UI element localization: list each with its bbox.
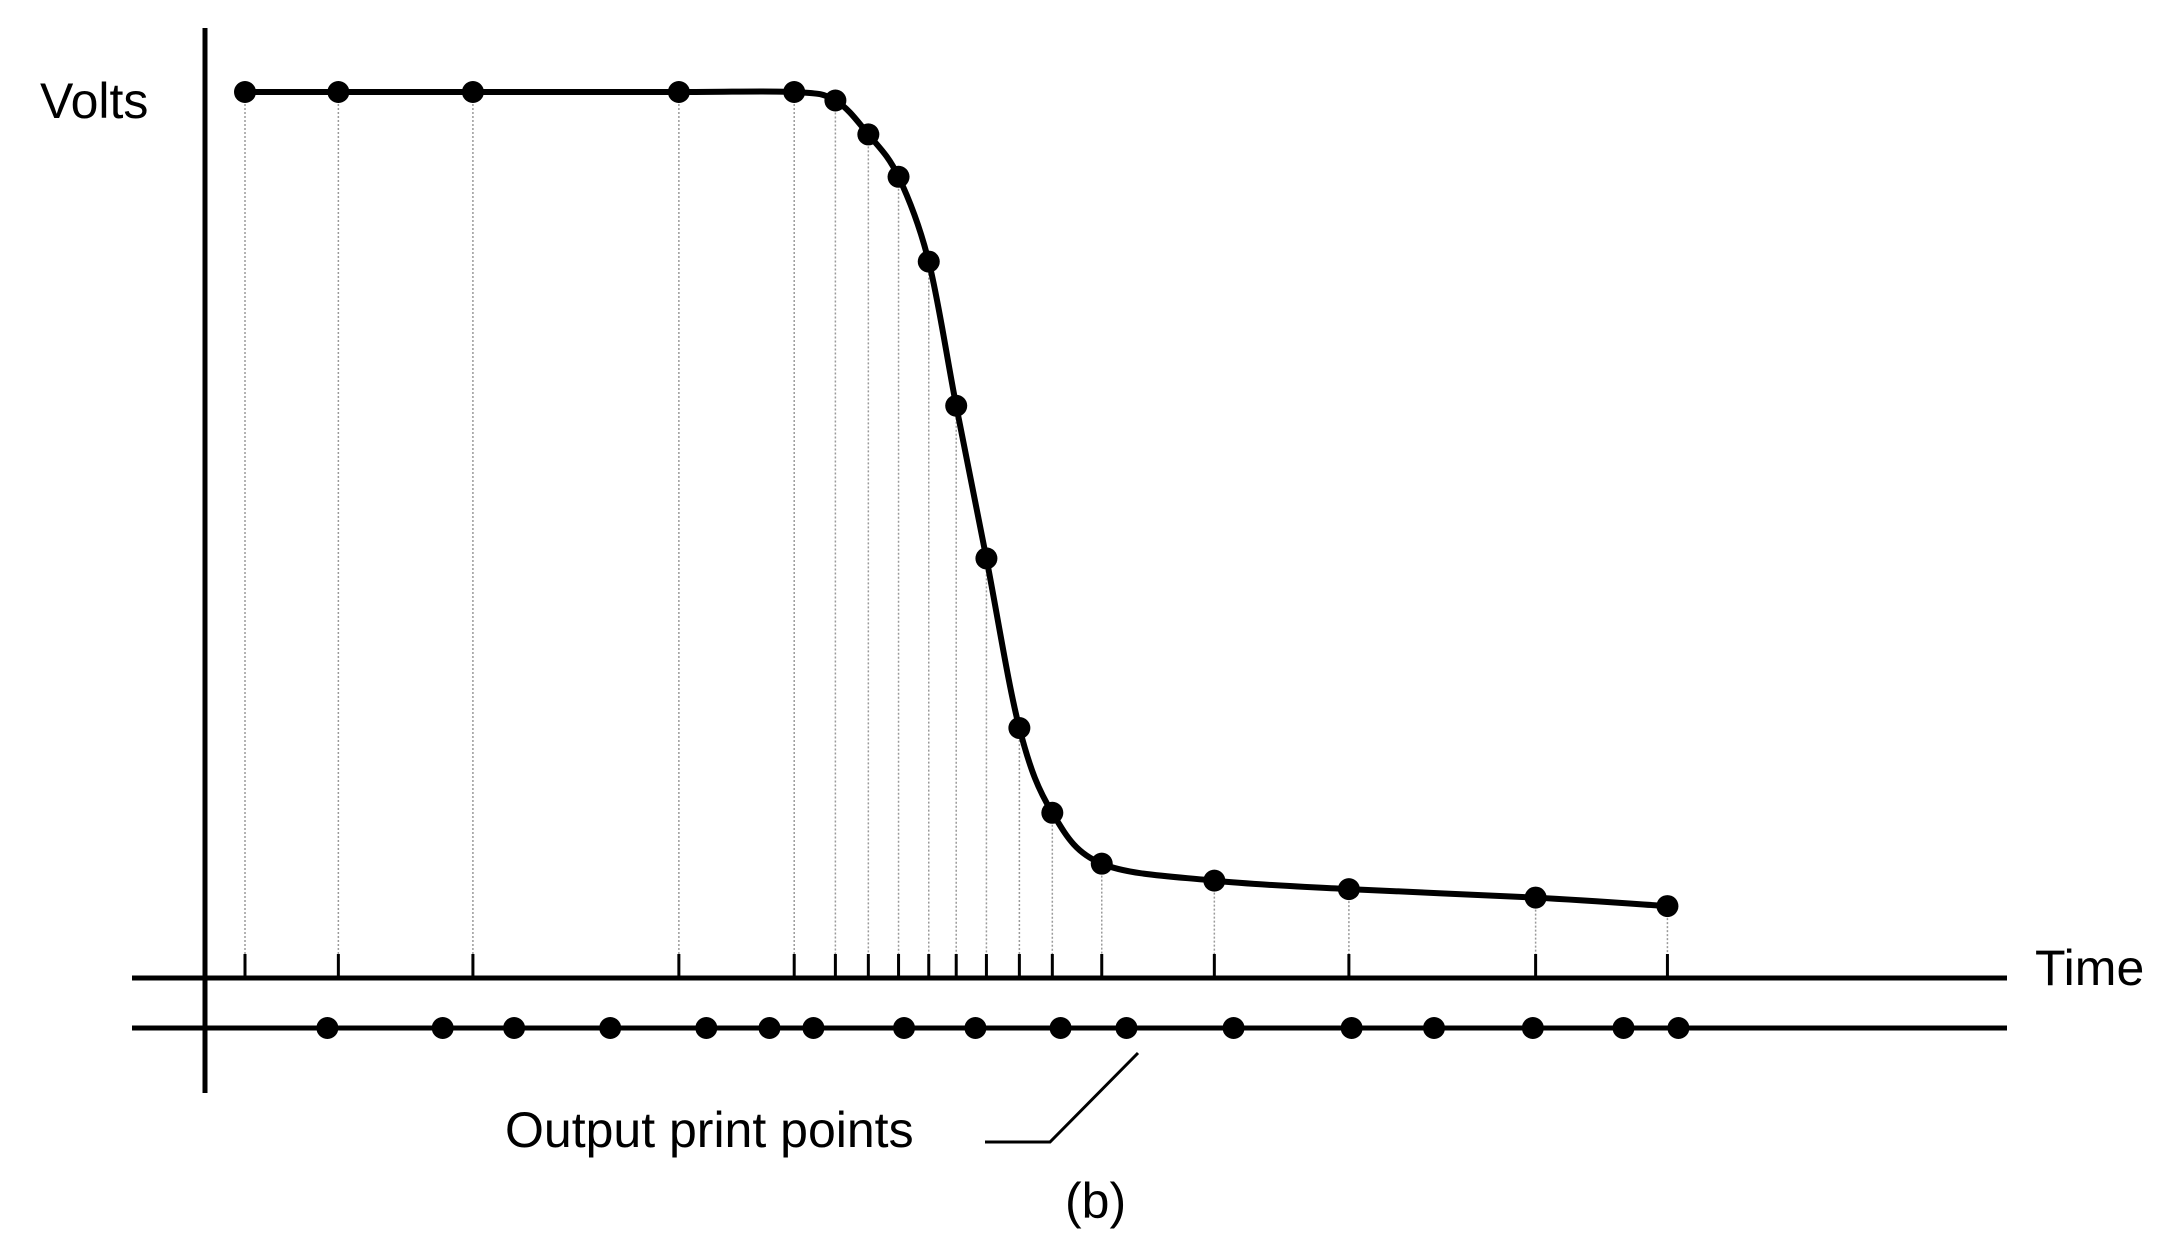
sample-point [975, 547, 998, 570]
callout-leader [985, 1051, 1140, 1144]
print-point [1612, 1017, 1635, 1039]
print-point [316, 1017, 339, 1039]
sample-point [917, 250, 940, 273]
print-point [1521, 1017, 1544, 1039]
sample-point [667, 81, 690, 103]
sample-point [1656, 895, 1679, 918]
print-point [503, 1017, 526, 1039]
print-point [802, 1017, 825, 1039]
sample-ticks [243, 954, 1669, 978]
sample-point [824, 89, 847, 112]
sample-point [945, 394, 968, 417]
sample-point [1203, 869, 1226, 892]
print-point [964, 1017, 987, 1039]
sample-point [327, 81, 350, 103]
callout-label: Output print points [505, 1102, 914, 1158]
print-point [758, 1017, 781, 1039]
sample-point [461, 81, 484, 103]
print-point [1340, 1017, 1363, 1039]
sample-point [234, 81, 256, 103]
print-point [431, 1017, 454, 1039]
sample-guides [244, 92, 1669, 978]
sample-point [1090, 852, 1113, 875]
sample-point [1041, 801, 1064, 824]
sample-points [234, 81, 1679, 918]
print-point [695, 1017, 718, 1039]
x-axis-label: Time [2035, 940, 2144, 996]
output-print-points [316, 1017, 1690, 1039]
print-point [1115, 1017, 1138, 1039]
print-point [1667, 1017, 1690, 1039]
sample-point [1524, 886, 1547, 909]
print-point [1222, 1017, 1245, 1039]
sample-point [857, 123, 880, 146]
sample-point [783, 81, 806, 103]
sample-point [1008, 717, 1031, 739]
y-axis-label: Volts [40, 73, 148, 129]
panel-label: (b) [1065, 1173, 1126, 1229]
print-point [599, 1017, 622, 1039]
sample-point [1337, 878, 1360, 901]
sample-point [887, 165, 910, 188]
print-point [1423, 1017, 1446, 1039]
print-point [893, 1017, 916, 1039]
print-point [1049, 1017, 1072, 1039]
